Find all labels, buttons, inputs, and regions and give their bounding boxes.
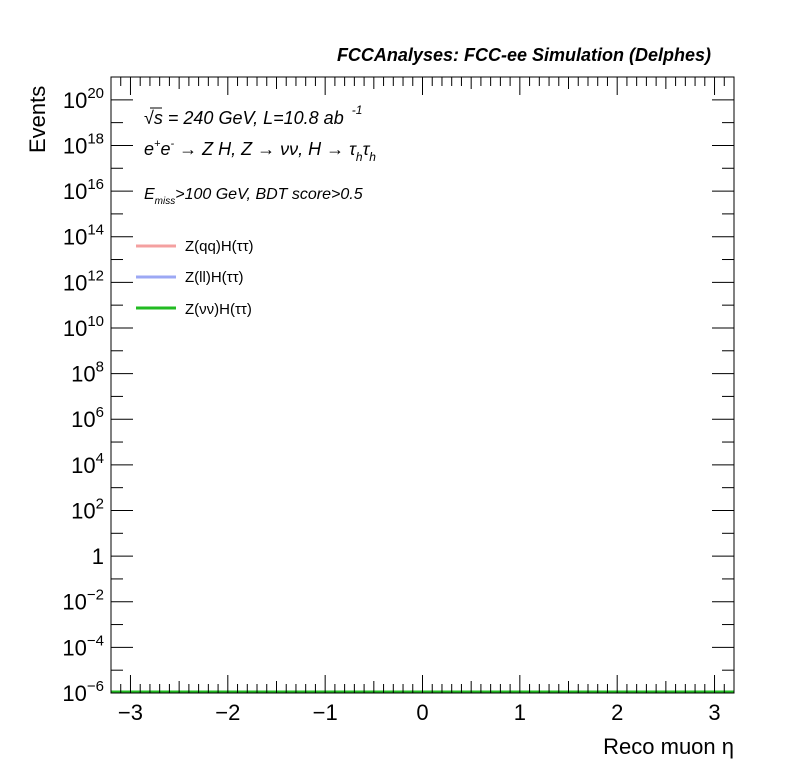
y-tick-label: 10−6 xyxy=(62,678,104,706)
selection-cuts: >100 GeV, BDT score>0.5 xyxy=(175,186,362,203)
x-axis-title: Reco muon η xyxy=(603,734,734,759)
annotation-process: e+e- → Z H, Z → νν, H → τhτh xyxy=(144,138,376,164)
x-tick-label: 3 xyxy=(708,700,720,725)
process-tau1: τ xyxy=(349,139,357,159)
process-minus: - xyxy=(170,138,174,150)
y-tick-label: 1010 xyxy=(63,313,104,341)
x-tick-label: −1 xyxy=(313,700,338,725)
annotation-energy-lumi: √s = 240 GeV, L=10.8 ab -1 xyxy=(144,103,362,128)
chart-header: FCCAnalyses: FCC-ee Simulation (Delphes) xyxy=(337,45,711,65)
y-tick-label: 108 xyxy=(71,359,104,387)
y-tick-label: 10−4 xyxy=(62,632,104,660)
y-tick-label: 102 xyxy=(71,495,104,523)
legend-label-znunu: Z(νν)H(ττ) xyxy=(185,301,252,318)
process-e2: e xyxy=(160,139,170,159)
x-tick-label: −3 xyxy=(118,700,143,725)
process-tau2: τ xyxy=(363,139,371,159)
y-tick-label: 1012 xyxy=(63,267,104,295)
annotation-line-3: Emiss>100 GeV, BDT score>0.5 xyxy=(144,186,363,207)
x-axis-ticks: −3 −2 −1 0 1 2 3 xyxy=(110,77,735,725)
x-tick-label: 0 xyxy=(416,700,428,725)
selection-E: E xyxy=(144,186,155,203)
y-tick-label: 106 xyxy=(71,404,104,432)
y-tick-label: 1018 xyxy=(63,130,104,158)
x-tick-label: 1 xyxy=(514,700,526,725)
y-tick-label: 1016 xyxy=(63,176,104,204)
legend-label-zll: Z(ll)H(ττ) xyxy=(185,269,244,286)
y-tick-label: 104 xyxy=(71,450,104,478)
legend: Z(qq)H(ττ) Z(ll)H(ττ) Z(νν)H(ττ) xyxy=(136,238,254,318)
annotation-line-2: e+e- → Z H, Z → νν, H → τhτh xyxy=(144,138,376,164)
y-axis-title: Events xyxy=(25,86,50,153)
process-h1: h xyxy=(356,150,363,164)
x-tick-label: −2 xyxy=(215,700,240,725)
y-tick-label: 1020 xyxy=(63,85,104,113)
selection-miss: miss xyxy=(155,196,176,207)
y-tick-label: 1 xyxy=(92,544,104,569)
y-tick-label: 10−2 xyxy=(62,587,104,615)
sqrt-s-symbol: √s xyxy=(144,108,163,128)
legend-label-zqq: Z(qq)H(ττ) xyxy=(185,238,254,255)
process-h2: h xyxy=(369,150,376,164)
energy-lumi-text: = 240 GeV, L=10.8 ab xyxy=(163,108,344,128)
process-e1: e xyxy=(144,139,154,159)
process-plus: + xyxy=(154,138,161,150)
annotation-selection: Emiss>100 GeV, BDT score>0.5 xyxy=(144,186,363,207)
y-axis-ticks: 1020 1018 1016 1014 1012 1010 108 106 104 102 1 10−… xyxy=(62,76,734,706)
y-tick-label: 1014 xyxy=(63,222,104,250)
process-decay-chain: → Z H, Z → νν, H → xyxy=(174,139,349,159)
annotation-line-1: √s = 240 GeV, L=10.8 ab -1 xyxy=(144,103,362,128)
x-tick-label: 2 xyxy=(611,700,623,725)
lumi-exponent: -1 xyxy=(352,103,363,117)
